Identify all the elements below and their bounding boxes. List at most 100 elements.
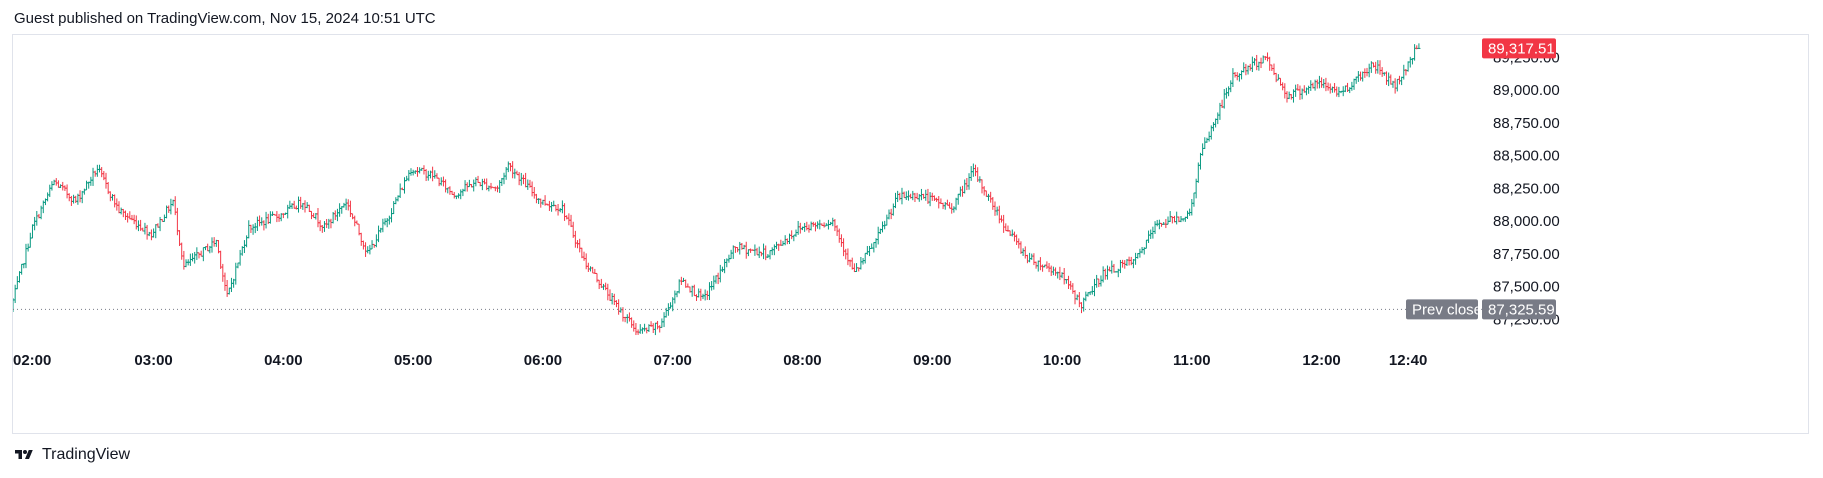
ohlc-bar [803,222,807,232]
ohlc-bar [474,177,478,187]
ohlc-bar [770,247,774,256]
ohlc-bar [842,238,846,257]
time-axis-label: 12:00 [1302,352,1340,369]
price-axis[interactable]: 89,000.00 88,750.00 88,500.00 88,250.00 88,0… [1493,49,1560,328]
ohlc-bar [1356,71,1360,82]
time-axis-label: 09:00 [913,352,951,369]
ohlc-bar [1054,267,1058,276]
ohlc-bar [424,169,428,182]
ohlc-bar [742,244,746,250]
ohlc-bar [50,181,54,191]
ohlc-bar [896,190,900,203]
ohlc-bar [1307,85,1311,94]
ohlc-bar [361,240,365,250]
ohlc-bar [15,276,19,290]
ohlc-bar [1211,122,1215,132]
time-axis[interactable]: 02:00 03:00 04:00 05:00 06:00 07:00 08:00 09:00… [13,352,1427,369]
ohlc-bar [965,177,969,191]
ohlc-bar [1062,268,1066,285]
ohlc-bar [999,215,1003,223]
ohlc-bar [634,322,638,336]
ohlc-bar [617,299,621,315]
ohlc-bar [80,190,84,204]
ohlc-bar [459,189,463,200]
ohlc-bar [775,241,779,250]
ohlc-bar [1384,71,1388,85]
prev-close-title: Prev close [1412,301,1482,318]
ohlc-bar [405,175,409,182]
ohlc-bar [199,250,203,257]
ohlc-bar [517,172,521,186]
ohlc-bar [309,210,313,220]
time-axis-label: 03:00 [134,352,172,369]
ohlc-bar [1317,75,1321,89]
ohlc-bar [530,181,534,197]
ohlc-bar [1281,82,1285,91]
ohlc-bar [658,325,662,333]
ohlc-bar [1129,256,1133,266]
ohlc-bar [1413,44,1417,61]
ohlc-bar [662,312,666,328]
ohlc-bar [612,293,616,306]
price-axis-label: 88,750.00 [1493,115,1560,132]
ohlc-bar [366,246,370,254]
ohlc-bar [1051,266,1055,276]
ohlc-bar [876,226,880,245]
ohlc-bar [437,177,441,187]
ohlc-chart[interactable]: 89,000.00 88,750.00 88,500.00 88,250.00 88,0… [13,35,1808,433]
ohlc-bar [906,190,910,201]
ohlc-bar [601,283,605,290]
ohlc-bar [712,275,716,290]
ohlc-bar [783,235,787,246]
ohlc-bar [1402,64,1406,80]
ohlc-bar [950,203,954,214]
ohlc-bar [589,266,593,272]
ohlc-bar [1073,290,1077,305]
ohlc-bar [694,294,698,301]
ohlc-bar [422,165,426,175]
ohlc-bar [1192,192,1196,207]
ohlc-bar [904,191,908,201]
time-axis-label: 06:00 [524,352,562,369]
ohlc-bar [221,263,225,282]
ohlc-bar [524,172,528,188]
ohlc-bar [954,197,958,211]
ohlc-bar [995,206,999,216]
ohlc-bar [162,214,166,222]
ohlc-bar [569,214,573,228]
ohlc-bar [132,214,136,225]
chart-pane[interactable]: 89,000.00 88,750.00 88,500.00 88,250.00 88,0… [12,34,1809,434]
ohlc-bar [136,220,140,232]
ohlc-bar [245,235,249,248]
ohlc-bar [937,196,941,209]
ohlc-bar [1153,221,1157,234]
ohlc-bar [881,221,885,233]
ohlc-bar [89,176,93,186]
ohlc-bar [1287,91,1291,100]
ohlc-bar [513,168,517,179]
ohlc-bar [91,167,95,186]
ohlc-bar [1274,72,1278,83]
ohlc-bar [1205,137,1209,143]
ohlc-bar [547,200,551,211]
ohlc-bar [1157,219,1161,230]
ohlc-bar [729,249,733,260]
ohlc-bar [932,195,936,201]
ohlc-bar [145,224,149,240]
ohlc-bar [448,186,452,195]
ohlc-bar [1067,275,1071,290]
ohlc-bar [372,243,376,248]
price-axis-label: 87,750.00 [1493,246,1560,263]
ohlc-bar [402,177,406,194]
ohlc-bar [969,166,973,181]
ohlc-bar [839,234,843,247]
ohlc-bar [238,249,242,266]
ohlc-bar [1417,43,1421,49]
ohlc-bar [35,210,39,226]
ohlc-bar [275,211,279,223]
ohlc-bar [115,198,119,211]
tradingview-footer[interactable]: TradingView [12,446,130,464]
ohlc-bar [126,213,130,223]
ohlc-bar [149,229,153,241]
ohlc-bar [989,191,993,203]
